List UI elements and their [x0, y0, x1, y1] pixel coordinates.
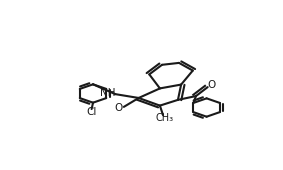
Text: Cl: Cl: [86, 107, 97, 117]
Text: O: O: [208, 80, 216, 90]
Text: O: O: [115, 103, 123, 113]
Text: CH₃: CH₃: [155, 113, 173, 123]
Text: NH: NH: [100, 88, 116, 98]
